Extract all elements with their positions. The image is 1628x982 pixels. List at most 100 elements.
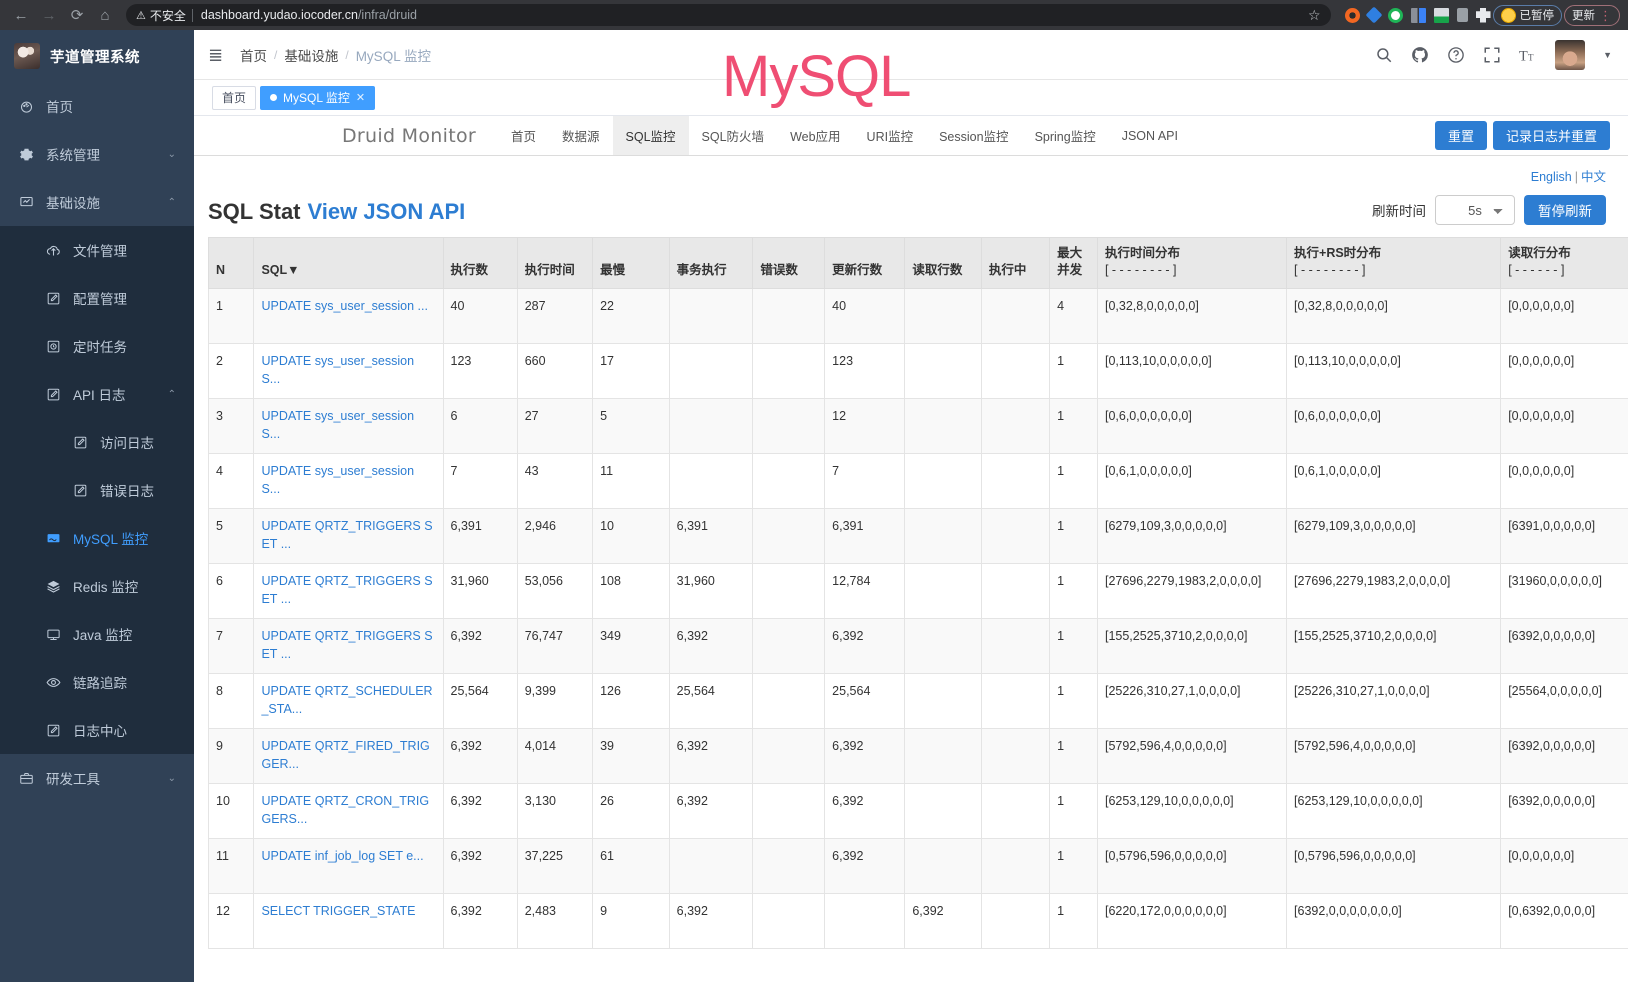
sidebar-item-14[interactable]: 研发工具 ⌄ — [0, 754, 194, 802]
sidebar-item-11[interactable]: Java 监控 — [0, 610, 194, 658]
sidebar-item-6[interactable]: API 日志 ⌃ — [0, 370, 194, 418]
sidebar-item-4[interactable]: 配置管理 — [0, 274, 194, 322]
view-json-api-link[interactable]: View JSON API — [307, 199, 466, 224]
search-icon[interactable] — [1375, 46, 1393, 64]
druid-nav-8[interactable]: JSON API — [1121, 128, 1178, 143]
kebab-menu-icon[interactable]: ⋮ — [1599, 7, 1612, 23]
sidebar-item-7[interactable]: 访问日志 — [0, 418, 194, 466]
sidebar-item-9[interactable]: MySQL 监控 — [0, 514, 194, 562]
cell-sql[interactable]: UPDATE sys_user_session S... — [253, 452, 444, 509]
table-row: 8 UPDATE QRTZ_SCHEDULER_STA... 25,564 9,399… — [207, 672, 1628, 729]
sql-link[interactable]: UPDATE sys_user_session S... — [261, 463, 415, 496]
update-pill[interactable]: 更新 ⋮ — [1564, 4, 1620, 26]
sidebar-item-13[interactable]: 日志中心 — [0, 706, 194, 754]
gear-icon — [18, 146, 35, 163]
druid-nav-4[interactable]: Web应用 — [790, 130, 841, 144]
profile-pill[interactable]: 已暂停 — [1492, 4, 1562, 26]
pause-refresh-button[interactable]: 暂停刷新 — [1524, 195, 1606, 225]
sql-link[interactable]: SELECT TRIGGER_STATE — [261, 903, 416, 918]
grid-extension-icon[interactable] — [1410, 7, 1426, 23]
forward-arrow-icon[interactable]: → — [41, 6, 57, 24]
sql-link[interactable]: UPDATE sys_user_session S... — [261, 408, 415, 441]
orange-ring-extension-icon[interactable] — [1344, 7, 1360, 23]
cell-sql[interactable]: UPDATE sys_user_session S... — [253, 397, 444, 454]
fullscreen-icon[interactable] — [1483, 46, 1501, 64]
home-icon[interactable]: ⌂ — [100, 6, 110, 24]
chevron-down-icon[interactable]: ⌄ — [167, 148, 176, 160]
lang-chinese-link[interactable]: 中文 — [1580, 170, 1606, 184]
cell-sql[interactable]: UPDATE inf_job_log SET e... — [253, 837, 444, 894]
sql-link[interactable]: UPDATE QRTZ_TRIGGERS SET ... — [261, 518, 433, 551]
cell-sql[interactable]: SELECT TRIGGER_STATE — [253, 892, 444, 949]
cell-sql[interactable]: UPDATE QRTZ_TRIGGERS SET ... — [253, 562, 444, 619]
sidebar-item-10[interactable]: Redis 监控 — [0, 562, 194, 610]
sql-link[interactable]: UPDATE QRTZ_SCHEDULER_STA... — [261, 683, 433, 716]
druid-nav-3[interactable]: SQL防火墙 — [701, 130, 765, 144]
sidebar-item-0[interactable]: 首页 — [0, 82, 194, 130]
druid-nav-1[interactable]: 数据源 — [562, 130, 600, 144]
puzzle-extension-icon[interactable] — [1475, 7, 1491, 23]
sql-link[interactable]: UPDATE inf_job_log SET e... — [261, 848, 424, 863]
cell-sql[interactable]: UPDATE QRTZ_FIRED_TRIGGER... — [253, 727, 444, 784]
sidebar-item-2[interactable]: 基础设施 ⌃ — [0, 178, 194, 226]
chevron-down-icon[interactable]: ⌄ — [167, 772, 176, 784]
sql-link[interactable]: UPDATE sys_user_session ... — [261, 298, 428, 313]
cell-sql[interactable]: UPDATE QRTZ_TRIGGERS SET ... — [253, 617, 444, 674]
lang-english-link[interactable]: English — [1530, 170, 1572, 184]
druid-nav-2[interactable]: SQL监控 — [612, 116, 689, 155]
sidebar-item-12[interactable]: 链路追踪 — [0, 658, 194, 706]
cell-err — [752, 617, 826, 674]
green-check-extension-icon[interactable] — [1387, 7, 1403, 23]
chevron-up-icon[interactable]: ⌃ — [167, 388, 176, 400]
druid-nav-0[interactable]: 首页 — [511, 130, 537, 144]
breadcrumb-item[interactable]: 基础设施 — [284, 48, 339, 64]
druid-nav-7[interactable]: Spring监控 — [1034, 130, 1096, 144]
cell-time: 2,946 — [516, 507, 594, 564]
brand[interactable]: 芋道管理系统 — [0, 30, 194, 82]
sidebar-item-3[interactable]: 文件管理 — [0, 226, 194, 274]
key-extension-icon[interactable] — [1456, 8, 1468, 22]
cell-d2: [0,113,10,0,0,0,0,0] — [1286, 342, 1502, 399]
chevron-down-icon[interactable]: ▼ — [1603, 49, 1612, 60]
druid-nav-5[interactable]: URI监控 — [866, 130, 914, 144]
help-circle-icon[interactable] — [1447, 46, 1465, 64]
breadcrumb-item[interactable]: MySQL 监控 — [355, 48, 431, 64]
cell-sql[interactable]: UPDATE sys_user_session ... — [253, 287, 444, 344]
table-header-1[interactable]: SQL▼ — [253, 237, 444, 289]
table-header-3: 执行时间 — [516, 237, 594, 289]
chevron-up-icon[interactable]: ⌃ — [167, 196, 176, 208]
back-arrow-icon[interactable]: ← — [13, 6, 29, 24]
cell-sql[interactable]: UPDATE QRTZ_TRIGGERS SET ... — [253, 507, 444, 564]
view-tab-home[interactable]: 首页 — [212, 85, 257, 110]
reset-button[interactable]: 重置 — [1434, 121, 1487, 150]
address-bar[interactable]: ⚠ 不安全 dashboard.yudao.iocoder.cn/infra/d… — [126, 4, 1331, 26]
sql-link[interactable]: UPDATE QRTZ_FIRED_TRIGGER... — [261, 738, 430, 771]
cell-sql[interactable]: UPDATE QRTZ_SCHEDULER_STA... — [253, 672, 444, 729]
monitor-icon — [18, 194, 35, 211]
sidebar-item-1[interactable]: 系统管理 ⌄ — [0, 130, 194, 178]
sidebar-item-8[interactable]: 错误日志 — [0, 466, 194, 514]
refresh-interval-select[interactable]: 5s10s20s30s60s — [1435, 195, 1515, 225]
sql-link[interactable]: UPDATE QRTZ_TRIGGERS SET ... — [261, 628, 433, 661]
druid-nav-6[interactable]: Session监控 — [939, 130, 1009, 144]
sidebar-item-5[interactable]: 定时任务 — [0, 322, 194, 370]
star-icon[interactable]: ☆ — [1307, 6, 1321, 23]
reload-icon[interactable]: ⟳ — [70, 7, 84, 24]
sql-link[interactable]: UPDATE QRTZ_CRON_TRIGGERS... — [261, 793, 430, 826]
breadcrumb-item[interactable]: 首页 — [240, 48, 267, 64]
cell-sql[interactable]: UPDATE sys_user_session S... — [253, 342, 444, 399]
hamburger-menu-icon[interactable]: ≣ — [208, 44, 224, 65]
sql-link[interactable]: UPDATE QRTZ_TRIGGERS SET ... — [261, 573, 433, 606]
cell-read — [904, 672, 982, 729]
sql-link[interactable]: UPDATE sys_user_session S... — [261, 353, 415, 386]
blue-diamond-extension-icon[interactable] — [1365, 6, 1382, 24]
list-on-extension-icon[interactable] — [1433, 7, 1449, 23]
close-icon[interactable]: ✕ — [355, 92, 366, 104]
cell-err — [752, 287, 826, 344]
view-tab-mysql-monitor[interactable]: MySQL 监控 ✕ — [260, 85, 376, 110]
github-icon[interactable] — [1411, 46, 1429, 64]
cell-sql[interactable]: UPDATE QRTZ_CRON_TRIGGERS... — [253, 782, 444, 839]
user-avatar[interactable] — [1555, 39, 1586, 70]
log-and-reset-button[interactable]: 记录日志并重置 — [1492, 121, 1610, 150]
